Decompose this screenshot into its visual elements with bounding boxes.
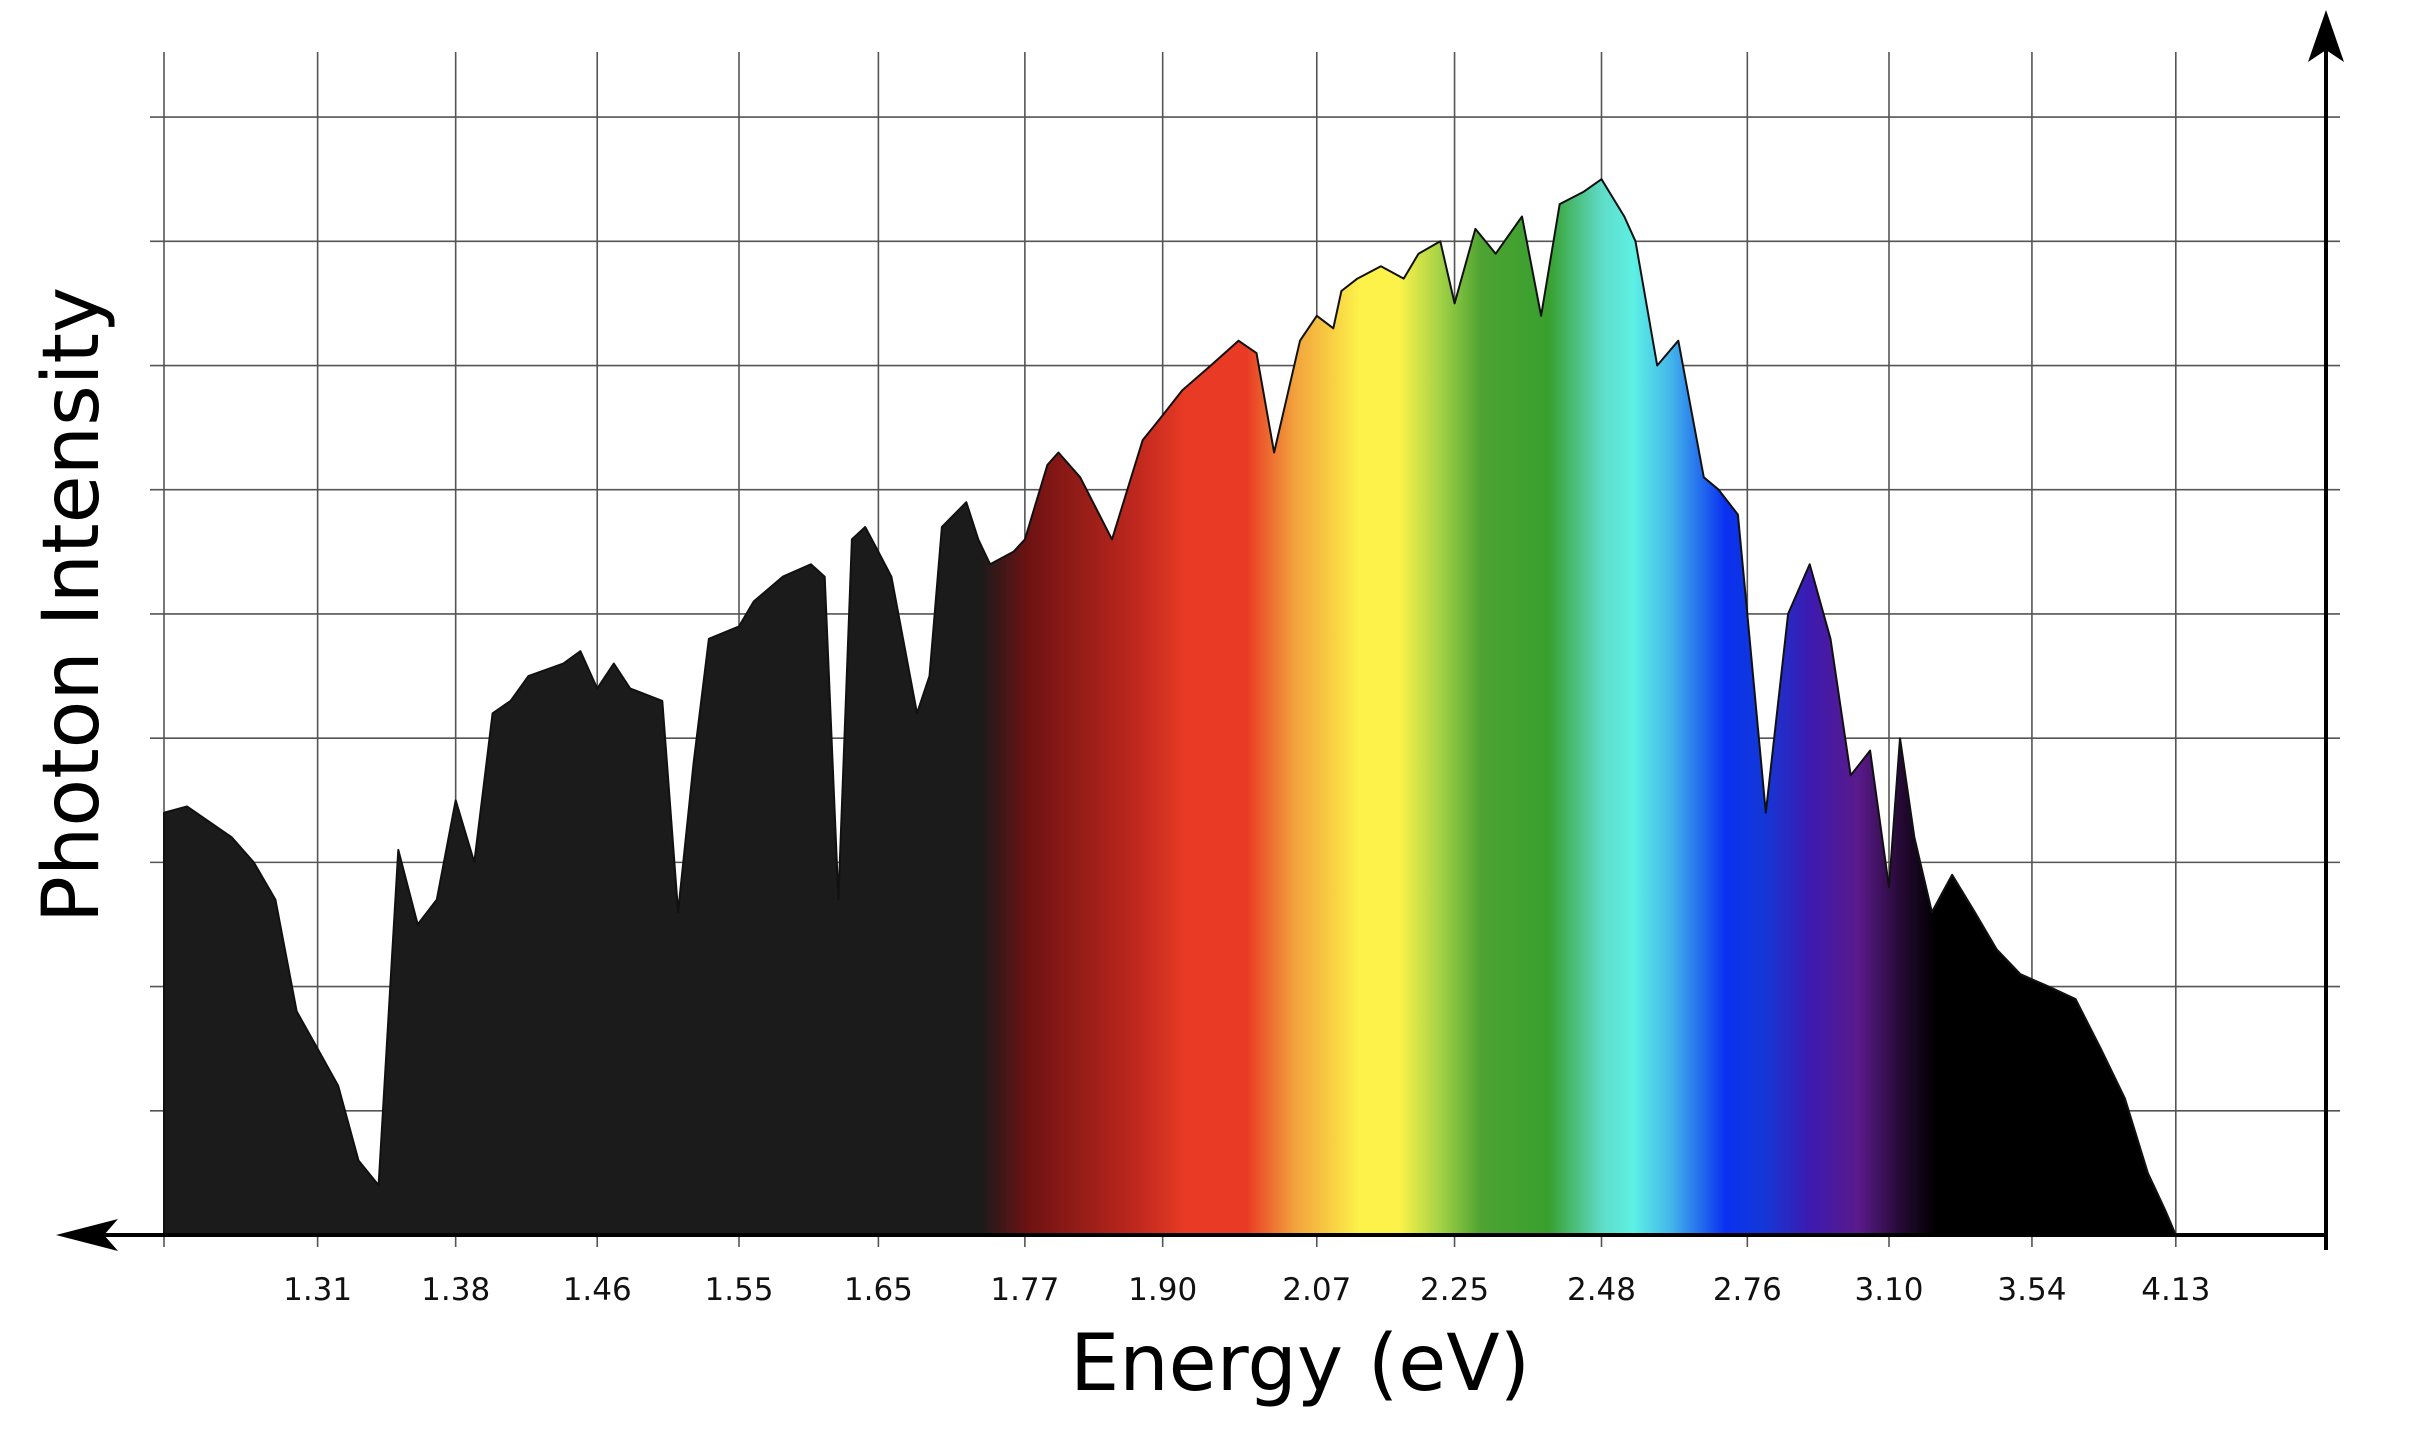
x-tick-label: 1.65 xyxy=(844,1272,913,1308)
x-tick-label: 2.25 xyxy=(1420,1272,1489,1308)
x-tick-label: 1.38 xyxy=(421,1272,490,1308)
x-tick-label: 4.13 xyxy=(2141,1272,2210,1308)
x-tick-label: 1.77 xyxy=(990,1272,1059,1308)
x-tick-label: 2.07 xyxy=(1282,1272,1351,1308)
axes xyxy=(56,10,2344,1251)
x-ticks: 1.31 1.38 1.46 1.55 1.65 1.77 1.90 2.07 2.25 2.48… xyxy=(283,1272,2210,1308)
x-tick-label: 1.46 xyxy=(563,1272,632,1308)
x-tick-label: 2.48 xyxy=(1567,1272,1636,1308)
x-tick-label: 3.10 xyxy=(1854,1272,1923,1308)
x-tick-label: 1.31 xyxy=(283,1272,352,1308)
x-tick-label: 2.76 xyxy=(1713,1272,1782,1308)
x-tick-label: 3.54 xyxy=(1997,1272,2066,1308)
area-layer xyxy=(163,178,2298,1236)
x-axis-title: Energy (eV) xyxy=(1070,1319,1530,1409)
y-axis-title: Photon Intensity xyxy=(27,287,117,923)
y-axis-arrow-top xyxy=(2308,10,2344,62)
x-tick-label: 1.90 xyxy=(1128,1272,1197,1308)
x-tick-label: 1.55 xyxy=(704,1272,773,1308)
spectrum-area xyxy=(163,178,2298,1236)
x-axis-arrow-left xyxy=(56,1219,118,1251)
